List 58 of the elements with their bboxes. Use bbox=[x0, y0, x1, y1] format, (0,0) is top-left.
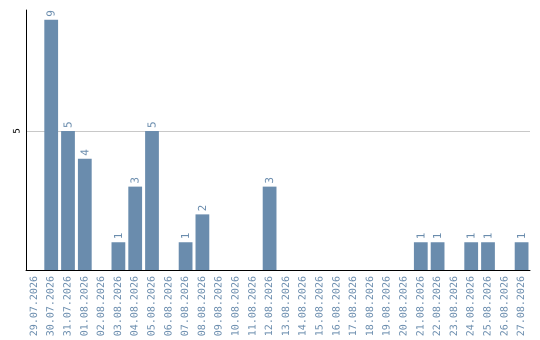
x-tick-label: 25.08.2026 bbox=[482, 276, 494, 336]
data-label: 1 bbox=[515, 232, 528, 240]
bar bbox=[78, 158, 92, 270]
bar bbox=[514, 242, 528, 270]
x-tick-label: 17.08.2026 bbox=[348, 276, 360, 336]
x-tick-label: 02.08.2026 bbox=[96, 276, 108, 336]
data-label: 5 bbox=[146, 121, 158, 128]
x-tick-label: 14.08.2026 bbox=[298, 276, 309, 336]
data-label: 3 bbox=[263, 176, 276, 184]
bar bbox=[145, 130, 159, 270]
data-label: 1 bbox=[464, 232, 478, 240]
x-tick-label: 04.08.2026 bbox=[130, 276, 141, 336]
data-label: 5 bbox=[62, 121, 74, 128]
x-tick-label: 13.08.2026 bbox=[280, 276, 292, 336]
data-label: 1 bbox=[482, 232, 494, 240]
x-tick-label: 09.08.2026 bbox=[214, 276, 225, 336]
x-tick-label: 22.08.2026 bbox=[432, 276, 444, 336]
x-tick-label: 20.08.2026 bbox=[398, 276, 410, 336]
bar bbox=[61, 130, 75, 270]
x-tick-label: 12.08.2026 bbox=[264, 276, 276, 336]
x-tick-label: 07.08.2026 bbox=[180, 276, 192, 336]
x-tick-label: 16.08.2026 bbox=[331, 276, 342, 336]
x-tick-label: 23.08.2026 bbox=[448, 276, 460, 336]
x-tick-label: 19.08.2026 bbox=[382, 276, 393, 336]
bar bbox=[196, 214, 210, 270]
x-tick-label: 10.08.2026 bbox=[230, 276, 242, 336]
x-tick-label: 30.07.2026 bbox=[46, 276, 57, 336]
x-tick-label: 08.08.2026 bbox=[196, 276, 208, 336]
bar bbox=[262, 186, 276, 270]
bar bbox=[430, 242, 444, 270]
x-tick-label: 03.08.2026 bbox=[112, 276, 124, 336]
data-label: 3 bbox=[128, 176, 142, 184]
x-tick-label: 26.08.2026 bbox=[499, 276, 510, 336]
x-tick-label: 29.07.2026 bbox=[28, 276, 40, 336]
x-tick-label: 15.08.2026 bbox=[314, 276, 326, 336]
x-tick-label: 05.08.2026 bbox=[146, 276, 158, 336]
x-tick-label: 01.08.2026 bbox=[79, 276, 90, 336]
x-tick-label: 11.08.2026 bbox=[247, 276, 258, 336]
bar bbox=[112, 242, 126, 270]
bar bbox=[44, 20, 58, 270]
bar bbox=[464, 242, 478, 270]
x-tick-label: 21.08.2026 bbox=[415, 276, 426, 336]
data-label: 1 bbox=[431, 232, 444, 240]
data-label: 1 bbox=[414, 232, 428, 240]
data-label: 9 bbox=[44, 10, 58, 17]
x-tick-label: 27.08.2026 bbox=[516, 276, 528, 336]
data-label: 2 bbox=[196, 204, 209, 212]
data-label: 4 bbox=[78, 148, 92, 156]
x-tick-label: 24.08.2026 bbox=[466, 276, 477, 336]
data-label: 1 bbox=[179, 232, 192, 240]
bar bbox=[414, 242, 428, 270]
bar bbox=[178, 242, 192, 270]
x-tick-label: 06.08.2026 bbox=[163, 276, 174, 336]
data-label: 1 bbox=[112, 232, 125, 240]
bar bbox=[128, 186, 142, 270]
bar bbox=[481, 242, 495, 270]
x-tick-label: 31.07.2026 bbox=[62, 276, 74, 336]
x-tick-label: 18.08.2026 bbox=[364, 276, 376, 336]
